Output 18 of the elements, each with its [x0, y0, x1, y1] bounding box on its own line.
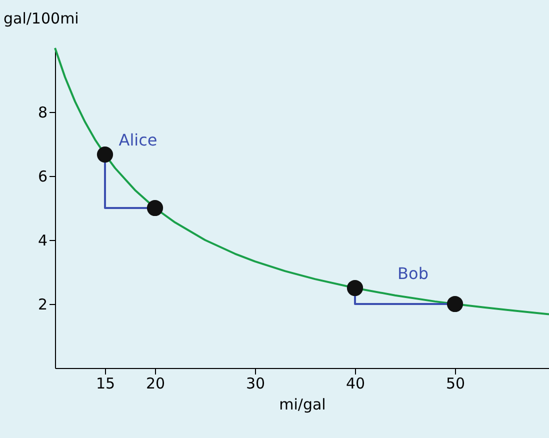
y-tick-label: 2: [38, 296, 48, 314]
y-tick-label: 6: [38, 168, 48, 186]
y-axis-title: gal/100mi: [4, 10, 79, 28]
annotation: Alice: [118, 130, 158, 150]
point: [346, 280, 364, 296]
y-tick-label: 4: [38, 232, 48, 250]
point: [446, 296, 464, 312]
point: [146, 200, 164, 216]
line-series: [54, 47, 549, 316]
x-tick-label: 50: [446, 374, 466, 392]
x-tick-label: 15: [96, 374, 116, 392]
x-axis-title: mi/gal: [279, 396, 326, 414]
x-tick-label: 40: [346, 374, 366, 392]
x-tick-label: 20: [146, 374, 166, 392]
point: [96, 146, 114, 163]
x-tick-label: 30: [246, 374, 266, 392]
annotation: Bob: [398, 264, 428, 283]
y-tick-label: 8: [38, 104, 48, 122]
